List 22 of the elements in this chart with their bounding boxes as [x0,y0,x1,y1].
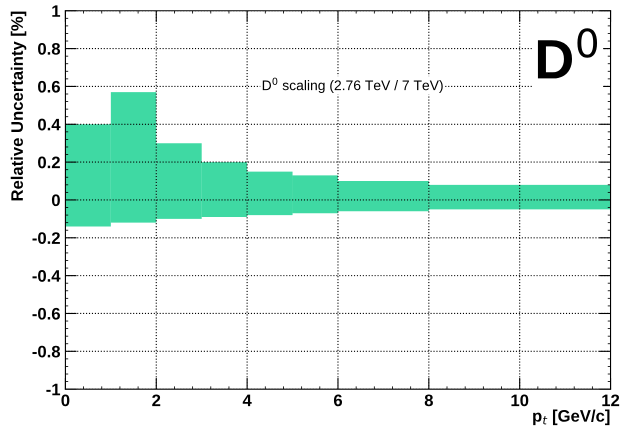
x-tick-label: 10 [511,394,528,406]
y-tick-label: 0.4 [38,118,60,130]
y-tick-label: -0.2 [32,232,60,244]
y-tick-label: -0.6 [32,308,60,320]
x-tick-label: 8 [424,394,433,406]
x-axis-title: p$_{t}$ [GeV/c] [533,410,610,426]
y-axis-title: Relative Uncertainty [%] [10,12,26,200]
x-tick-label: 12 [602,394,620,406]
x-tick-label: 6 [334,394,342,406]
x-tick-label: 2 [152,394,160,406]
y-tick-label: -1 [46,384,60,396]
y-tick-label: 0 [52,194,60,206]
y-tick-label: 0.6 [38,80,60,93]
x-tick-label: 0 [61,394,70,406]
y-tick-label: 0.8 [38,42,60,55]
y-tick-label: 1 [52,5,60,17]
y-tick-label: -0.8 [32,346,60,358]
annotation: D$^{0}$ scaling (2.76 TeV / 7 TeV) [262,78,443,93]
y-tick-label: -0.4 [32,270,60,282]
y-tick-label: 0.2 [38,156,60,168]
annotation: D$^{0}$ [538,28,598,78]
x-tick-label: 4 [242,394,252,406]
